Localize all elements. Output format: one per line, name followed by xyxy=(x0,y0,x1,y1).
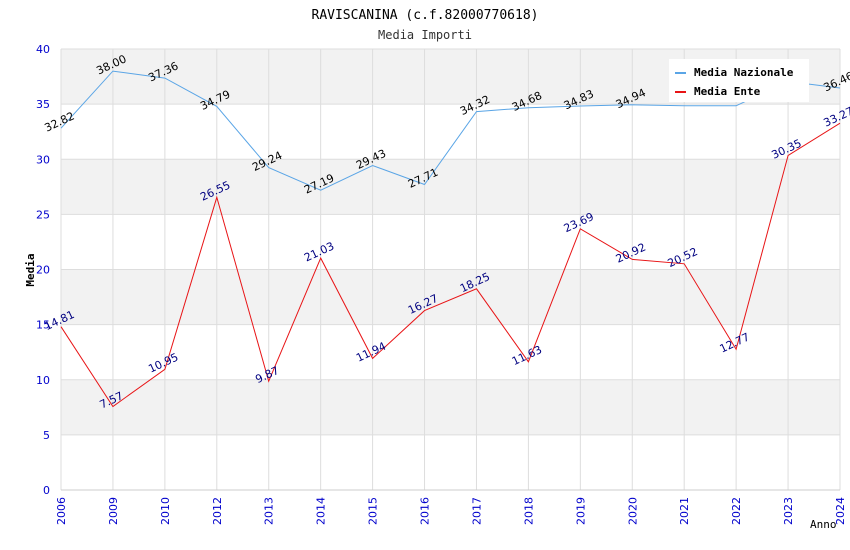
legend-entry: Media Ente xyxy=(694,85,761,98)
series-line-media-ente xyxy=(60,122,841,408)
x-tick-label: 2024 xyxy=(834,497,847,525)
series-lines xyxy=(60,70,841,408)
plot-band xyxy=(61,159,840,215)
chart-title: RAVISCANINA (c.f.82000770618) xyxy=(312,8,539,23)
x-tick-label: 2013 xyxy=(263,497,276,525)
y-axis-label: Media xyxy=(24,253,37,286)
x-tick-label: 2018 xyxy=(522,497,535,525)
plot-background-bands xyxy=(61,49,840,490)
x-tick-label: 2022 xyxy=(730,497,743,525)
x-tick-label: 2017 xyxy=(470,497,483,525)
axes: 0 5 10 15 20 25 30 35 40 2006 2009 2010 2012 2013 2014… xyxy=(36,43,847,525)
legend-entry: Media Nazionale xyxy=(694,66,794,79)
y-tick-label: 25 xyxy=(36,208,50,221)
x-tick-label: 2015 xyxy=(367,497,380,525)
y-tick-label: 40 xyxy=(36,43,50,56)
plot-band xyxy=(61,379,840,435)
x-tick-label: 2023 xyxy=(782,497,795,525)
y-tick-label: 35 xyxy=(36,98,50,111)
y-tick-label: 20 xyxy=(36,264,50,277)
legend-box xyxy=(669,59,809,102)
x-tick-label: 2016 xyxy=(419,497,432,525)
plot-band xyxy=(61,214,840,270)
plot-band xyxy=(61,434,840,490)
y-tick-label: 0 xyxy=(43,484,50,497)
x-tick-label: 2009 xyxy=(107,497,120,525)
y-tick-label: 30 xyxy=(36,153,50,166)
x-tick-label: 2020 xyxy=(626,497,639,525)
x-axis-label: Anno xyxy=(810,518,837,531)
x-tick-label: 2006 xyxy=(55,497,68,525)
y-tick-label: 5 xyxy=(43,429,50,442)
plot-band xyxy=(61,324,840,380)
x-tick-label: 2014 xyxy=(315,497,328,525)
series-line-media-nazionale xyxy=(60,70,841,191)
plot-band xyxy=(61,269,840,325)
y-tick-label: 15 xyxy=(36,319,50,332)
legend: Media Nazionale Media Ente xyxy=(669,59,809,102)
x-tick-label: 2019 xyxy=(574,497,587,525)
x-tick-label: 2021 xyxy=(678,497,691,525)
y-tick-label: 10 xyxy=(36,374,50,387)
x-tick-label: 2010 xyxy=(159,497,172,525)
x-tick-label: 2012 xyxy=(211,497,224,525)
plot-band xyxy=(61,104,840,160)
chart-subtitle: Media Importi xyxy=(378,28,472,42)
